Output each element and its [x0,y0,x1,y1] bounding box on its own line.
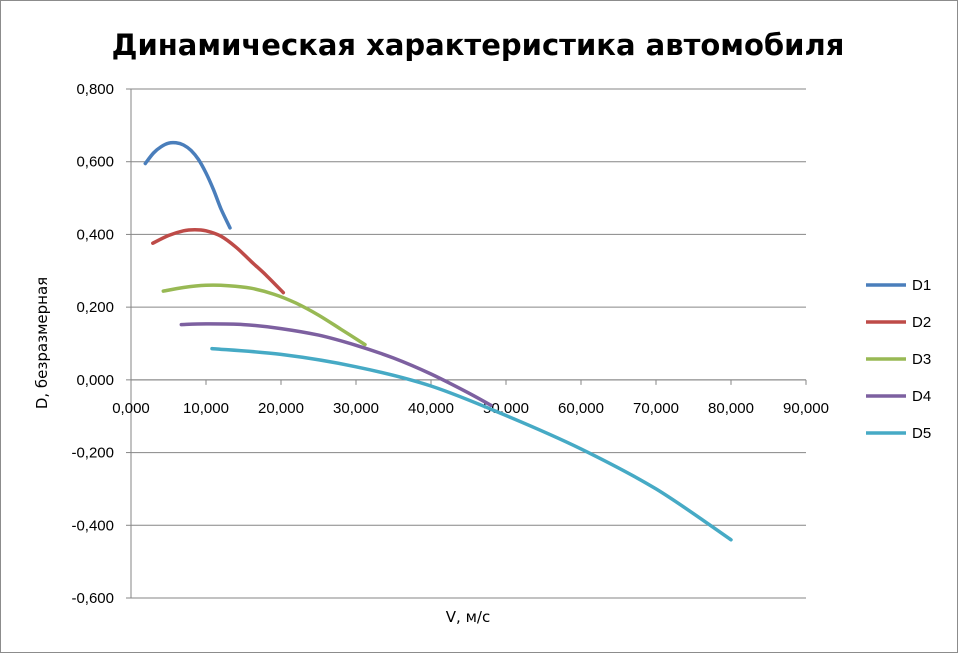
y-tick-label: -0,400 [71,517,114,534]
x-tick-labels: 0,000 10,000 20,000 30,000 40,000 50,000 60,00… [112,400,829,417]
x-tick-label: 30,000 [333,400,379,417]
x-axis-label: V, м/с [446,608,490,626]
y-tick-label: -0,200 [71,445,114,462]
series-line-d4 [179,322,493,408]
y-tick-label: 0,200 [76,299,114,316]
series-line-d5 [210,346,733,542]
series-line-d2 [151,227,286,295]
x-tick-label: 70,000 [633,400,679,417]
y-tick-label: 0,400 [76,226,114,243]
legend-label-d5: D5 [912,425,931,442]
x-tick-label: 80,000 [708,400,754,417]
legend: D1 D2 D3 D4 D5 [866,277,931,442]
legend-label-d4: D4 [912,388,931,405]
axes [126,88,807,599]
y-tick-labels: -0,600 -0,400 -0,200 0,000 0,200 0,400 0,600 0,… [71,81,114,607]
y-tick-label: -0,600 [71,590,114,607]
y-tick-label: 0,800 [76,81,114,98]
x-tick-label: 0,000 [112,400,150,417]
x-tick-label: 60,000 [558,400,604,417]
x-tick-label: 40,000 [408,400,454,417]
y-axis-label: D, безразмерная [33,277,51,409]
chart-title: Динамическая характеристика автомобиля [112,28,845,62]
series-lines [143,140,733,542]
x-tick-label: 20,000 [258,400,304,417]
x-tick-label: 90,000 [783,400,829,417]
x-tick-label: 10,000 [183,400,229,417]
legend-label-d2: D2 [912,314,931,331]
legend-label-d3: D3 [912,351,931,368]
series-line-d3 [161,283,367,347]
legend-label-d1: D1 [912,277,931,294]
series-line-d1 [143,140,232,230]
x-tick-label: 50,000 [483,400,529,417]
y-tick-label: 0,000 [76,372,114,389]
y-tick-label: 0,600 [76,154,114,171]
